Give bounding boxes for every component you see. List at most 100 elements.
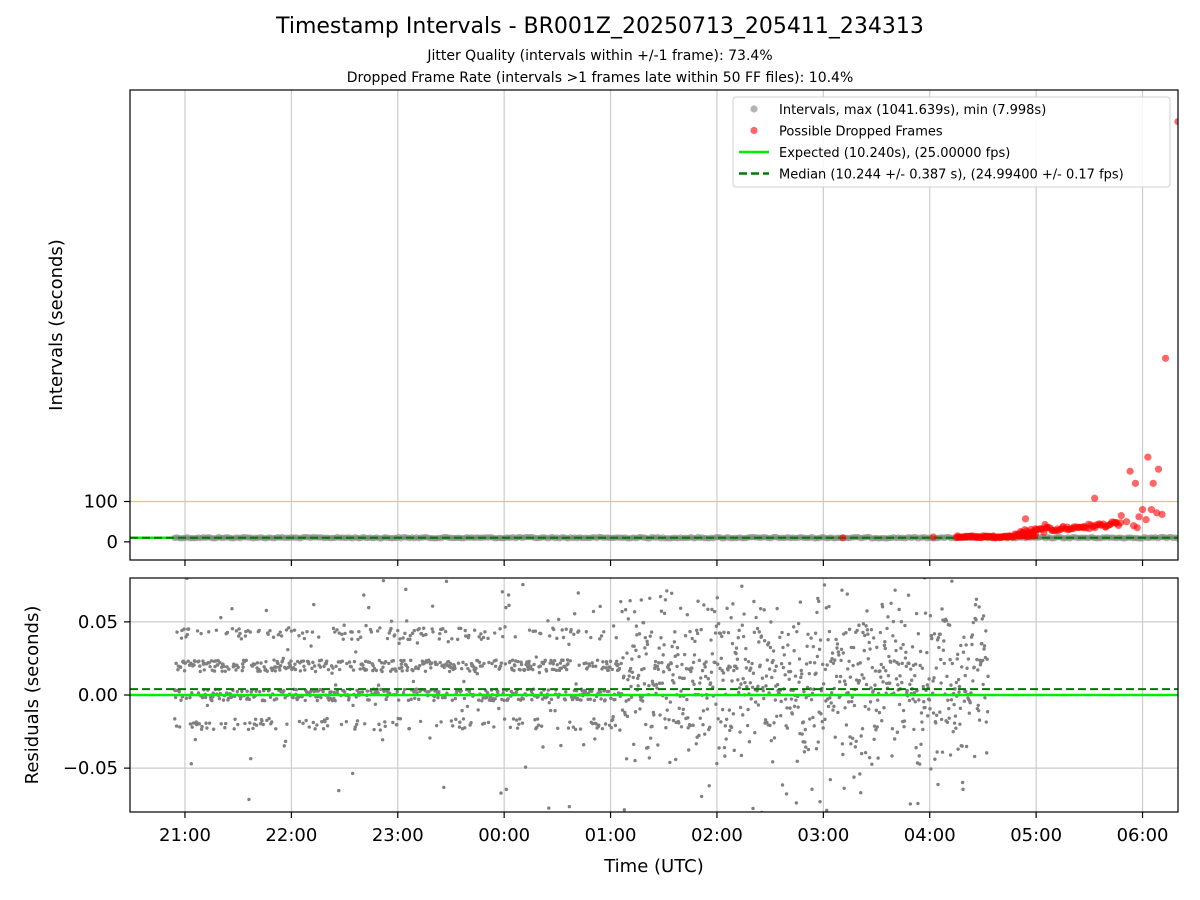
residual-point bbox=[942, 639, 946, 643]
residual-point bbox=[732, 748, 736, 753]
residual-point bbox=[983, 696, 987, 700]
residual-point bbox=[879, 675, 883, 679]
residual-point bbox=[236, 634, 241, 638]
residual-point bbox=[262, 665, 266, 669]
residual-point bbox=[797, 680, 801, 684]
residual-point bbox=[982, 647, 986, 651]
dropped-frame-point bbox=[1085, 524, 1093, 533]
residual-point bbox=[331, 626, 336, 631]
residual-point bbox=[451, 724, 455, 728]
residual-point bbox=[634, 648, 638, 653]
residual-point bbox=[814, 747, 819, 751]
residual-point bbox=[803, 740, 807, 744]
residual-point bbox=[897, 607, 901, 612]
residual-point bbox=[982, 644, 987, 648]
x-tick-label: 00:00 bbox=[478, 825, 530, 846]
residual-point bbox=[761, 689, 765, 693]
residual-point bbox=[927, 677, 931, 681]
residual-point bbox=[537, 670, 542, 675]
residual-point bbox=[721, 678, 725, 682]
residual-point bbox=[923, 705, 927, 710]
residual-point bbox=[665, 708, 669, 712]
residual-point bbox=[678, 675, 682, 680]
residual-point bbox=[934, 666, 938, 670]
residual-point bbox=[809, 697, 814, 702]
residual-point bbox=[722, 745, 727, 750]
residual-point bbox=[209, 659, 214, 663]
residual-point bbox=[616, 663, 620, 667]
residual-point bbox=[894, 648, 898, 653]
residual-point bbox=[743, 680, 747, 685]
residual-point bbox=[741, 634, 746, 639]
residual-point bbox=[358, 635, 363, 639]
residual-point bbox=[879, 662, 883, 667]
residual-point bbox=[590, 661, 594, 665]
residual-point bbox=[343, 631, 347, 636]
residual-point bbox=[927, 698, 932, 702]
residual-point bbox=[949, 698, 954, 702]
residual-point bbox=[848, 735, 852, 739]
dropped-frame-point bbox=[1142, 516, 1150, 524]
residual-point bbox=[278, 668, 282, 672]
residual-point bbox=[200, 724, 204, 729]
residual-point bbox=[379, 661, 384, 665]
residual-point bbox=[918, 649, 923, 654]
residual-point bbox=[771, 658, 775, 663]
residual-point bbox=[610, 667, 614, 672]
residual-point bbox=[985, 657, 989, 661]
residual-point bbox=[900, 680, 904, 685]
residual-point bbox=[893, 639, 898, 643]
residual-point bbox=[940, 750, 945, 754]
residual-point bbox=[253, 717, 258, 721]
residual-point bbox=[698, 716, 702, 720]
residual-point bbox=[686, 748, 691, 752]
residual-point bbox=[225, 630, 230, 635]
residual-point bbox=[789, 697, 794, 701]
residual-point bbox=[646, 745, 650, 750]
residual-point bbox=[403, 631, 407, 636]
residual-point bbox=[655, 664, 660, 669]
residual-point bbox=[378, 626, 382, 630]
residual-point bbox=[283, 696, 287, 700]
residual-point bbox=[794, 801, 799, 805]
residual-point bbox=[740, 623, 744, 627]
residual-point bbox=[622, 674, 626, 678]
residual-point bbox=[404, 587, 408, 592]
residual-point bbox=[372, 727, 376, 732]
residual-point bbox=[459, 666, 464, 671]
residual-point bbox=[717, 746, 721, 750]
residual-point bbox=[568, 659, 572, 663]
residual-point bbox=[407, 726, 412, 731]
residual-point bbox=[667, 668, 672, 672]
residual-point bbox=[833, 658, 837, 662]
residual-point bbox=[179, 698, 183, 702]
residual-point bbox=[809, 636, 813, 640]
residual-point bbox=[387, 661, 391, 666]
residual-point bbox=[325, 716, 329, 721]
residual-point bbox=[475, 812, 478, 815]
residual-point bbox=[720, 707, 725, 712]
residual-point bbox=[804, 745, 808, 749]
residual-point bbox=[821, 726, 825, 730]
residual-point bbox=[564, 690, 568, 694]
residual-point bbox=[811, 715, 815, 720]
residual-point bbox=[591, 609, 596, 614]
residual-point bbox=[620, 708, 625, 712]
residual-point bbox=[829, 701, 833, 705]
residual-point bbox=[663, 717, 667, 721]
residual-point bbox=[312, 602, 316, 607]
residual-point bbox=[449, 719, 454, 723]
residual-point bbox=[881, 665, 886, 670]
residual-point bbox=[382, 689, 386, 693]
residual-point bbox=[936, 782, 940, 787]
residual-point bbox=[205, 726, 209, 730]
residual-point bbox=[310, 666, 314, 671]
residual-point bbox=[767, 667, 772, 671]
residual-point bbox=[951, 729, 955, 734]
residual-point bbox=[325, 724, 330, 728]
residual-point bbox=[335, 628, 339, 632]
residual-point bbox=[889, 601, 893, 605]
residual-point bbox=[964, 744, 969, 749]
residuals-plot-area bbox=[130, 578, 1178, 815]
residual-point bbox=[236, 722, 240, 727]
